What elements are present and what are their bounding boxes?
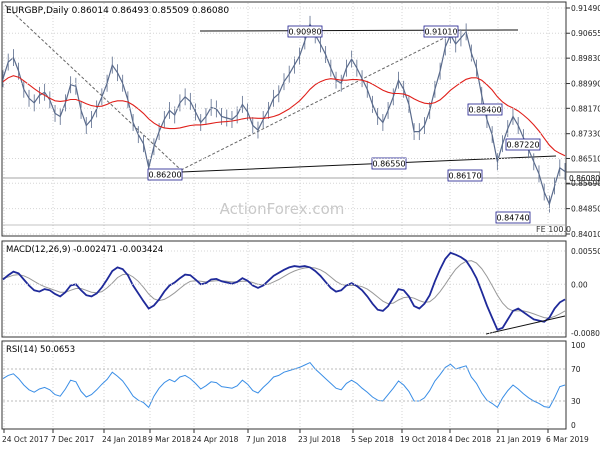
annotation-box [447, 169, 483, 182]
xtick-label: 4 Dec 2018 [448, 435, 491, 444]
price-ytick-label: 0.91490 [571, 4, 600, 13]
annotation-label: 0.86200 [148, 171, 181, 180]
annotation-label: 0.90980 [288, 28, 321, 37]
rsi-series-group [2, 361, 566, 409]
xtick-label: 5 Sep 2018 [351, 435, 394, 444]
annotation-label: 0.84740 [496, 214, 529, 223]
macd-label: MACD(12,26,9) -0.002471 -0.003424 [6, 245, 163, 255]
last-price-label: 0.86080 [569, 174, 600, 183]
annotation-box [287, 25, 323, 38]
rsi-label: RSI(14) 50.0653 [6, 345, 75, 355]
xtick-label: 6 Mar 2019 [546, 435, 589, 444]
price-ytick-label: 0.84850 [571, 205, 600, 214]
macd-line [2, 251, 566, 331]
annotation-label: 0.88400 [468, 106, 501, 115]
support-line [180, 155, 557, 173]
macd-y-axis: 0.005504 0.00 -0.00805 [3, 247, 600, 338]
price-series-group [2, 15, 566, 213]
price-panel-frame [1, 1, 567, 237]
xtick-label: 24 Oct 2017 [2, 435, 49, 444]
macd-ytick-label: -0.00805 [571, 329, 600, 338]
symbol-label: EURGBP [6, 6, 44, 16]
annotation-box [467, 103, 503, 116]
price-ytick-label: 0.90655 [571, 29, 600, 38]
macd-ytick-label: 0.00 [571, 280, 588, 289]
rsi-panel-frame [1, 340, 567, 430]
price-annotations-group: 0.90980 0.91010 0.88400 0.87220 0.86200 0.865… [147, 25, 600, 224]
xtick-label: 9 Mar 2018 [148, 435, 191, 444]
annotation-box [147, 168, 183, 181]
macd-panel-frame [1, 240, 567, 338]
dashed-channel-line [4, 4, 182, 171]
rsi-line [2, 361, 566, 409]
rsi-ytick-label: 30 [571, 397, 581, 406]
rsi-ytick-label: 70 [571, 365, 581, 374]
macd-ytick-label: 0.005504 [571, 247, 600, 256]
price-ytick-label: 0.88990 [571, 80, 600, 89]
price-ytick-label: 0.84010 [571, 230, 600, 239]
rsi-y-axis: 100 70 30 0 [3, 341, 586, 430]
price-ytick-label: 0.89830 [571, 54, 600, 63]
xtick-label: 7 Dec 2017 [51, 435, 94, 444]
ohlc-values: 0.86014 0.86493 0.85509 0.86080 [72, 6, 230, 16]
annotation-label: 0.87220 [506, 141, 539, 150]
fib-label: FE 100.0 [536, 225, 571, 234]
annotation-box [505, 138, 541, 151]
price-ytick-label: 0.87330 [571, 130, 600, 139]
resistance-line [199, 29, 519, 32]
price-trendlines [3, 4, 565, 226]
macd-series-group [2, 251, 566, 335]
annotation-box [423, 25, 459, 38]
price-y-axis: 0.91490 0.90655 0.89830 0.88990 0.88170 0.873… [3, 4, 600, 239]
annotation-label: 0.86550 [372, 160, 405, 169]
annotation-box [495, 211, 531, 224]
xtick-label: 21 Jan 2019 [496, 435, 541, 444]
price-header: EURGBP,Daily 0.86014 0.86493 0.85509 0.8… [6, 6, 229, 16]
macd-trendline [485, 315, 566, 335]
moving-average-line [2, 75, 566, 157]
last-price-flag [565, 171, 600, 185]
dashed-channel-line [180, 28, 463, 171]
annotation-box [371, 157, 407, 170]
xtick-label: 7 Jun 2018 [246, 435, 287, 444]
price-ytick-label: 0.85690 [571, 179, 600, 188]
timeframe-label: Daily [46, 6, 69, 16]
price-ytick-label: 0.88170 [571, 104, 600, 113]
rsi-ytick-label: 100 [571, 341, 586, 350]
x-axis: 24 Oct 2017 7 Dec 2017 24 Jan 2018 9 Mar 20… [2, 429, 589, 444]
xtick-label: 23 Jul 2018 [298, 435, 341, 444]
xtick-label: 19 Oct 2018 [400, 435, 447, 444]
xtick-label: 24 Apr 2018 [192, 435, 239, 444]
price-ytick-label: 0.86510 [571, 154, 600, 163]
rsi-ytick-label: 0 [571, 421, 576, 430]
grid-lines [3, 3, 549, 429]
annotation-label: 0.86170 [448, 172, 481, 181]
xtick-label: 24 Jan 2018 [102, 435, 147, 444]
annotation-label: 0.91010 [424, 28, 457, 37]
